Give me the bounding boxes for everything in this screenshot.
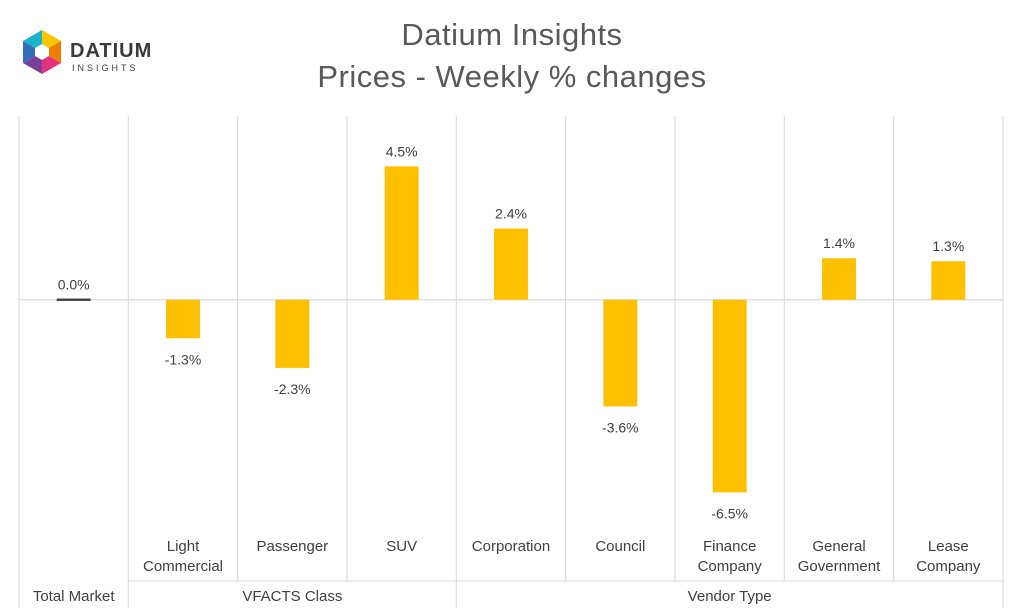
group-label: Vendor Type — [688, 588, 772, 605]
bar — [822, 258, 856, 300]
bar — [275, 299, 310, 368]
category-label: Commercial — [143, 558, 223, 575]
logo-brand-text: DATIUM — [70, 40, 152, 62]
datium-logo: DATIUM INSIGHTS — [23, 30, 152, 74]
bar — [166, 299, 200, 339]
bar — [712, 299, 747, 493]
category-label: Company — [916, 558, 981, 575]
chart-title-line-2: Prices - Weekly % changes — [317, 59, 707, 94]
group-labels: Total Market VFACTS Class Vendor Type — [33, 588, 772, 605]
category-label: Light — [167, 538, 200, 555]
data-label: -6.5% — [711, 505, 748, 521]
category-label: Lease — [928, 538, 969, 555]
chart-title-line-1: Datium Insights — [401, 17, 623, 52]
data-label: -2.3% — [274, 381, 311, 397]
bars — [56, 166, 966, 493]
group-label: Total Market — [33, 588, 116, 605]
bar — [931, 261, 966, 300]
chart-title: Datium Insights Prices - Weekly % change… — [0, 14, 1024, 98]
bar — [603, 299, 638, 407]
category-labels: Light Commercial Passenger SUV Corporation Co… — [143, 538, 981, 575]
category-label: Council — [595, 538, 645, 555]
bar — [494, 228, 528, 300]
data-label: -1.3% — [165, 351, 202, 367]
data-label: 0.0% — [58, 277, 90, 293]
group-label: VFACTS Class — [242, 588, 342, 605]
data-label: 2.4% — [495, 206, 527, 222]
category-label: Passenger — [256, 538, 328, 555]
bar — [56, 298, 91, 301]
logo-sub-text: INSIGHTS — [72, 63, 139, 73]
data-label: 1.3% — [932, 238, 964, 254]
category-label: Company — [698, 558, 763, 575]
category-label: Finance — [703, 538, 756, 555]
category-label: Government — [798, 558, 881, 575]
data-label: -3.6% — [602, 419, 639, 435]
data-label: 1.4% — [823, 235, 855, 251]
category-label: Corporation — [472, 538, 550, 555]
bar — [384, 166, 419, 300]
data-label: 4.5% — [386, 143, 418, 159]
category-label: SUV — [386, 538, 417, 555]
data-labels: 0.0% -1.3% -2.3% 4.5% 2.4% -3.6% -6.5% 1.4% 1.3% — [58, 143, 965, 521]
logo-cube-icon — [23, 30, 61, 74]
category-label: General — [812, 538, 865, 555]
